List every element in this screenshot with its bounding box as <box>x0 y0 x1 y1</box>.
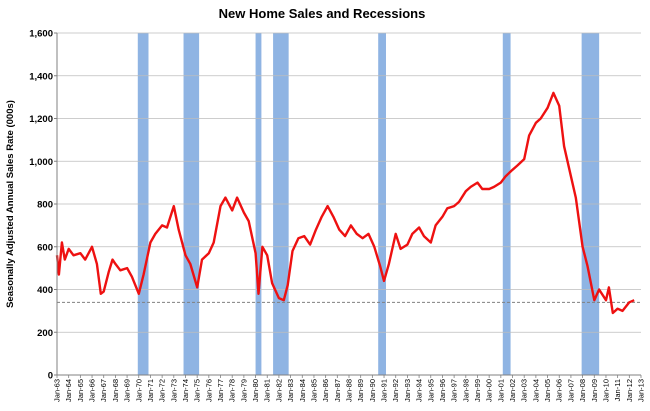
x-tick-label-34: Jan-97 <box>450 379 459 402</box>
x-tick-label-23: Jan-86 <box>321 379 330 402</box>
x-tick-label-41: Jan-04 <box>531 379 540 402</box>
x-tick-label-48: Jan-11 <box>613 379 622 401</box>
x-tick-label-29: Jan-92 <box>391 379 400 402</box>
x-tick-label-3: Jan-66 <box>88 379 97 402</box>
x-tick-label-10: Jan-73 <box>169 379 178 402</box>
x-tick-label-35: Jan-98 <box>461 379 470 402</box>
x-tick-label-6: Jan-69 <box>123 379 132 402</box>
x-tick-label-44: Jan-07 <box>566 379 575 402</box>
x-tick-label-14: Jan-77 <box>216 379 225 402</box>
x-tick-label-1: Jan-64 <box>64 379 73 402</box>
x-tick-label-27: Jan-90 <box>368 379 377 402</box>
x-tick-label-26: Jan-89 <box>356 379 365 402</box>
x-tick-label-38: Jan-01 <box>496 379 505 402</box>
x-tick-label-28: Jan-91 <box>380 379 389 402</box>
y-tick-label-8: 1,600 <box>29 29 53 40</box>
x-tick-label-13: Jan-76 <box>204 379 213 402</box>
x-tick-label-16: Jan-79 <box>239 379 248 402</box>
x-tick-label-11: Jan-74 <box>181 379 190 402</box>
x-tick-label-40: Jan-03 <box>520 379 529 402</box>
x-tick-label-42: Jan-05 <box>543 379 552 402</box>
x-tick-label-32: Jan-95 <box>426 379 435 402</box>
x-tick-label-2: Jan-65 <box>76 379 85 402</box>
y-tick-label-5: 1,000 <box>29 157 53 168</box>
y-tick-label-2: 400 <box>37 285 53 296</box>
x-tick-label-17: Jan-80 <box>251 379 260 402</box>
x-tick-label-12: Jan-75 <box>193 379 202 402</box>
x-tick-label-5: Jan-68 <box>111 379 120 402</box>
x-tick-label-20: Jan-83 <box>286 379 295 402</box>
gridlines <box>57 32 641 333</box>
x-axis-ticks: Jan-63 Jan-64 Jan-65 Jan-66 Jan-67 Jan-68 Jan-… <box>53 375 646 402</box>
x-tick-label-0: Jan-63 <box>53 379 62 402</box>
y-tick-label-3: 600 <box>37 242 53 253</box>
x-tick-label-18: Jan-81 <box>263 379 272 402</box>
x-tick-label-15: Jan-78 <box>228 379 237 402</box>
y-axis-label: Seasonally Adjusted Annual Sales Rate (0… <box>5 100 16 308</box>
x-tick-label-43: Jan-06 <box>555 379 564 402</box>
y-axis-ticks: 0 200 400 600 800 1,000 1,200 1,400 1,600 <box>29 29 57 382</box>
x-tick-label-19: Jan-82 <box>274 379 283 402</box>
x-tick-label-22: Jan-85 <box>309 379 318 402</box>
x-tick-label-46: Jan-09 <box>590 379 599 402</box>
x-tick-label-7: Jan-70 <box>134 379 143 402</box>
x-tick-label-8: Jan-71 <box>146 379 155 402</box>
x-tick-label-45: Jan-08 <box>578 379 587 402</box>
x-tick-label-4: Jan-67 <box>99 379 108 402</box>
x-tick-label-24: Jan-87 <box>333 379 342 402</box>
series-line <box>55 91 635 315</box>
y-tick-label-7: 1,400 <box>29 71 53 82</box>
y-tick-label-4: 800 <box>37 200 53 211</box>
x-tick-label-50: Jan-13 <box>637 379 646 402</box>
x-tick-label-47: Jan-10 <box>601 379 610 402</box>
x-tick-label-21: Jan-84 <box>298 379 307 402</box>
x-tick-label-25: Jan-88 <box>345 379 354 402</box>
x-tick-label-37: Jan-00 <box>485 379 494 402</box>
x-tick-label-49: Jan-12 <box>625 379 634 402</box>
y-tick-label-1: 200 <box>37 328 53 339</box>
x-tick-label-30: Jan-93 <box>403 379 412 402</box>
y-tick-label-0: 0 <box>48 371 53 382</box>
y-tick-label-6: 1,200 <box>29 114 53 125</box>
x-tick-label-39: Jan-02 <box>508 379 517 402</box>
chart-title: New Home Sales and Recessions <box>219 6 426 21</box>
x-tick-label-36: Jan-99 <box>473 379 482 402</box>
x-tick-label-9: Jan-72 <box>158 379 167 402</box>
x-tick-label-31: Jan-94 <box>415 379 424 402</box>
x-tick-label-33: Jan-96 <box>438 379 447 402</box>
